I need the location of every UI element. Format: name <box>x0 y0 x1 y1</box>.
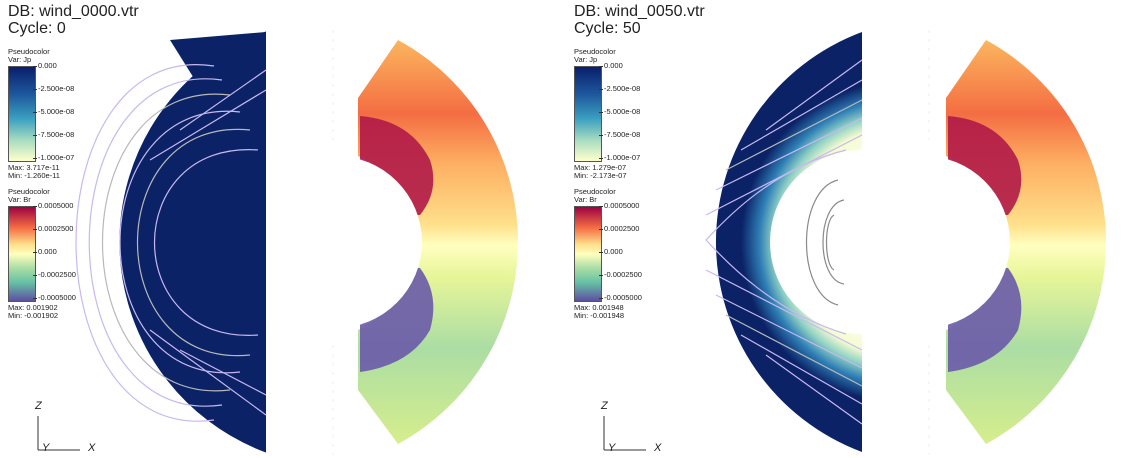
legend-min: Min: -2.173e-07 <box>574 171 627 180</box>
jp-wedge <box>715 32 862 452</box>
legend-br: Pseudocolor Var: Br 0.0005000 0.0002500 … <box>574 187 642 320</box>
axis-triad: Z Y X <box>30 396 100 458</box>
colorbar-br <box>574 206 602 302</box>
axis-label-y: Y <box>42 442 50 454</box>
legend-plot-type: Pseudocolor <box>8 187 50 196</box>
tick-label: -0.0002500 <box>599 270 642 279</box>
colorbar-jp <box>574 66 602 162</box>
tick-label: 0.0005000 <box>598 201 640 210</box>
legend-plot-type: Pseudocolor <box>8 47 50 56</box>
legend-max: Max: 0.001948 <box>574 303 624 312</box>
legend-var: Var: Br <box>574 195 597 204</box>
axis-triad-icon <box>37 416 80 451</box>
visualization-canvas <box>705 30 1107 455</box>
axis-label-x: X <box>88 442 96 454</box>
legend-jp: Pseudocolor Var: Jp 0.000 -2.500e-08 -5.… <box>574 47 640 180</box>
axis-label-z: Z <box>35 400 42 412</box>
tick-label: -7.500e-08 <box>32 130 75 139</box>
legend-plot-type: Pseudocolor <box>574 47 616 56</box>
panel-cycle-0: DB: wind_0000.vtr Cycle: 0 Pseudocolor V… <box>8 3 519 458</box>
legend-var: Var: Br <box>8 195 31 204</box>
tick-label: 0.000 <box>599 61 623 70</box>
tick-label: -0.0005000 <box>33 293 76 302</box>
tick-label: 0.0002500 <box>598 224 640 233</box>
cycle-title: Cycle: 50 <box>574 20 641 37</box>
legend-min: Min: -0.001948 <box>574 311 625 320</box>
tick-label: -5.000e-08 <box>598 107 641 116</box>
axis-label-z: Z <box>601 400 608 412</box>
colorbar-br <box>8 206 36 302</box>
axis-triad: Z Y X <box>596 396 666 458</box>
legend-max: Max: 3.717e-11 <box>8 163 60 172</box>
tick-label: 0.0005000 <box>32 201 74 210</box>
tick-label: -2.500e-08 <box>32 84 75 93</box>
database-title: DB: wind_0000.vtr <box>8 3 139 20</box>
cycle-title: Cycle: 0 <box>8 20 66 37</box>
tick-label: 0.000 <box>33 247 57 256</box>
tick-label: -2.500e-08 <box>598 84 641 93</box>
tick-label: 0.000 <box>33 61 57 70</box>
legend-var: Var: Jp <box>8 55 32 64</box>
tick-label: -0.0005000 <box>599 293 642 302</box>
legend-plot-type: Pseudocolor <box>574 187 616 196</box>
panel-cycle-50: DB: wind_0050.vtr Cycle: 50 Pseudocolor … <box>566 0 1132 458</box>
tick-label: 0.000 <box>599 247 623 256</box>
axis-label-y: Y <box>608 442 616 454</box>
tick-label: -5.000e-08 <box>32 107 75 116</box>
legend-min: Min: -1.260e-11 <box>8 171 60 180</box>
visualization-canvas <box>75 30 519 455</box>
tick-label: -1.000e-07 <box>32 153 75 162</box>
tick-label: -7.500e-08 <box>598 130 641 139</box>
legend-min: Min: -0.001902 <box>8 311 59 320</box>
tick-label: -0.0002500 <box>33 270 76 279</box>
field-lines <box>705 59 863 425</box>
tick-label: 0.0002500 <box>32 224 74 233</box>
legend-max: Max: 0.001902 <box>8 303 58 312</box>
tick-label: -1.000e-07 <box>598 153 641 162</box>
legend-br: Pseudocolor Var: Br 0.0005000 0.0002500 … <box>8 187 76 320</box>
axis-label-x: X <box>654 442 662 454</box>
legend-var: Var: Jp <box>574 55 598 64</box>
database-title: DB: wind_0050.vtr <box>574 3 705 20</box>
legend-jp: Pseudocolor Var: Jp 0.000 -2.500e-08 -5.… <box>8 47 74 180</box>
colorbar-jp <box>8 66 36 162</box>
axis-triad-icon <box>603 416 646 451</box>
legend-max: Max: 1.279e-07 <box>574 163 627 172</box>
